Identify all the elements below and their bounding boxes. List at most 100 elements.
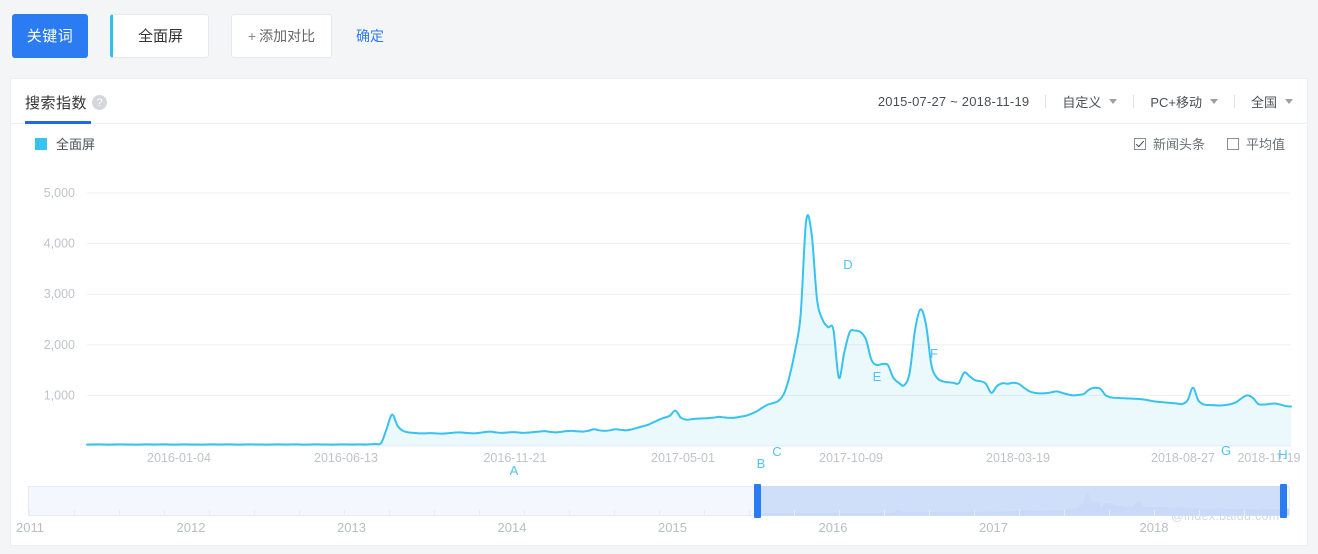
- checkbox-average[interactable]: 平均值: [1226, 134, 1285, 153]
- svg-text:1,000: 1,000: [44, 388, 75, 402]
- confirm-button[interactable]: 确定: [356, 26, 384, 46]
- tab-active-underline: [25, 121, 91, 124]
- checkbox-news-headlines[interactable]: 新闻头条: [1133, 134, 1205, 153]
- index-chart-card: 搜索指数 ? 2015-07-27 ~ 2018-11-19 自定义 PC+移动: [10, 78, 1308, 546]
- timeline-tick: [1019, 510, 1020, 516]
- timeline-tick: [704, 510, 705, 516]
- device-select-label: PC+移动: [1150, 94, 1202, 110]
- add-compare-button[interactable]: + 添加对比: [231, 13, 332, 58]
- svg-text:2017-10-09: 2017-10-09: [819, 451, 883, 465]
- checkbox-average-label: 平均值: [1245, 137, 1285, 152]
- timeline-year-2018: 2018: [1139, 520, 1169, 535]
- timeline-tick: [254, 510, 255, 516]
- svg-text:5,000: 5,000: [44, 186, 75, 200]
- period-select[interactable]: 自定义: [1062, 92, 1118, 111]
- timeline-tick: [1199, 510, 1200, 516]
- svg-text:2017-05-01: 2017-05-01: [651, 451, 715, 465]
- timeline-tick: [344, 510, 345, 516]
- timeline-year-2015: 2015: [658, 520, 687, 535]
- svg-text:2016-06-13: 2016-06-13: [314, 451, 378, 465]
- timeline-tick: [929, 510, 930, 516]
- legend-toggles: 新闻头条 平均值: [1133, 134, 1285, 153]
- confirm-label: 确定: [356, 27, 384, 44]
- checkbox-unchecked-icon: [1226, 137, 1239, 150]
- timeline-handle-left[interactable]: [754, 484, 761, 518]
- svg-text:3,000: 3,000: [44, 287, 75, 301]
- timeline-tick: [164, 510, 165, 516]
- legend-series-label: 全面屏: [56, 137, 96, 152]
- timeline-tick: [524, 510, 525, 516]
- svg-text:2,000: 2,000: [44, 338, 75, 352]
- legend-item-series[interactable]: 全面屏: [35, 134, 95, 153]
- help-icon[interactable]: ?: [92, 95, 108, 110]
- timeline-tick: [119, 510, 120, 516]
- checkbox-checked-icon: [1133, 137, 1146, 150]
- timeline-tick: [614, 510, 615, 516]
- timeline-tick: [434, 510, 435, 516]
- svg-text:E: E: [873, 369, 882, 384]
- timeline-year-2013: 2013: [337, 520, 366, 535]
- timeline-tick: [1109, 510, 1110, 516]
- device-select[interactable]: PC+移动: [1150, 92, 1218, 111]
- timeline-tick: [299, 510, 300, 516]
- chevron-down-icon: [1285, 98, 1293, 104]
- timeline-tick: [389, 510, 390, 516]
- svg-text:2018-03-19: 2018-03-19: [986, 451, 1050, 465]
- legend-row: 全面屏 新闻头条 平均值: [11, 124, 1307, 160]
- period-select-label: 自定义: [1062, 94, 1102, 110]
- timeline-tick: [1289, 510, 1290, 516]
- keyword-chip-quanmianping[interactable]: 全面屏: [110, 13, 209, 58]
- divider: [1233, 94, 1235, 108]
- timeline-tick: [1064, 510, 1065, 516]
- timeline-year-2016: 2016: [818, 520, 848, 535]
- plus-icon: +: [247, 27, 257, 44]
- svg-text:H: H: [1278, 447, 1287, 462]
- tab-search-index[interactable]: 搜索指数 ?: [25, 92, 108, 113]
- timeline-tick: [1154, 510, 1155, 516]
- top-toolbar: 关键词 全面屏 + 添加对比 确定: [0, 0, 1318, 71]
- svg-text:D: D: [843, 257, 852, 272]
- timeline-year-2017: 2017: [979, 520, 1008, 535]
- svg-text:2016-11-21: 2016-11-21: [483, 451, 546, 465]
- svg-text:G: G: [1221, 443, 1231, 458]
- svg-text:C: C: [772, 444, 781, 459]
- timeline-tick: [569, 510, 570, 516]
- region-select-label: 全国: [1250, 94, 1277, 110]
- svg-text:2018-08-27: 2018-08-27: [1151, 451, 1215, 465]
- chevron-down-icon: [1109, 98, 1118, 104]
- date-range-label: 2015-07-27 ~ 2018-11-19: [877, 93, 1030, 109]
- timeline-year-2011: 2011: [16, 520, 44, 535]
- divider: [1133, 94, 1135, 108]
- keyword-button[interactable]: 关键词: [12, 13, 88, 58]
- timeline-tick: [884, 510, 885, 516]
- tab-search-index-label: 搜索指数: [25, 95, 88, 112]
- timeline-handle-right[interactable]: [1280, 484, 1287, 518]
- timeline-tick: [839, 510, 840, 516]
- svg-text:A: A: [510, 463, 519, 478]
- chevron-down-icon: [1209, 98, 1218, 104]
- timeline-tick: [74, 510, 75, 516]
- legend-color-swatch: [35, 137, 47, 150]
- timeline-year-2014: 2014: [497, 520, 527, 535]
- keyword-button-label: 关键词: [26, 28, 74, 45]
- divider: [1045, 94, 1047, 108]
- timeline-year-labels: 2011 2012 2013 2014 2015 2016 2017 2018: [0, 510, 1318, 544]
- svg-text:2018-11-19: 2018-11-19: [1237, 451, 1300, 465]
- timeline-tick: [749, 510, 750, 516]
- svg-text:B: B: [757, 456, 766, 471]
- add-compare-label: 添加对比: [259, 27, 316, 44]
- timeline-tick: [29, 510, 30, 516]
- header-filters: 2015-07-27 ~ 2018-11-19 自定义 PC+移动 全国: [878, 79, 1293, 123]
- checkbox-news-label: 新闻头条: [1152, 137, 1205, 152]
- keyword-chip-label: 全面屏: [137, 28, 183, 45]
- timeline-year-2012: 2012: [176, 520, 206, 535]
- timeline-tick: [1244, 510, 1245, 516]
- trend-chart[interactable]: 1,000 2,000 3,000 4,000 5,000 2016-01-04 2016-…: [11, 160, 1307, 490]
- timeline-tick: [974, 510, 975, 516]
- timeline-tick: [479, 510, 480, 516]
- timeline-selection[interactable]: [757, 486, 1283, 516]
- region-select[interactable]: 全国: [1251, 92, 1293, 111]
- svg-text:2016-01-04: 2016-01-04: [147, 451, 211, 465]
- svg-text:4,000: 4,000: [44, 237, 75, 251]
